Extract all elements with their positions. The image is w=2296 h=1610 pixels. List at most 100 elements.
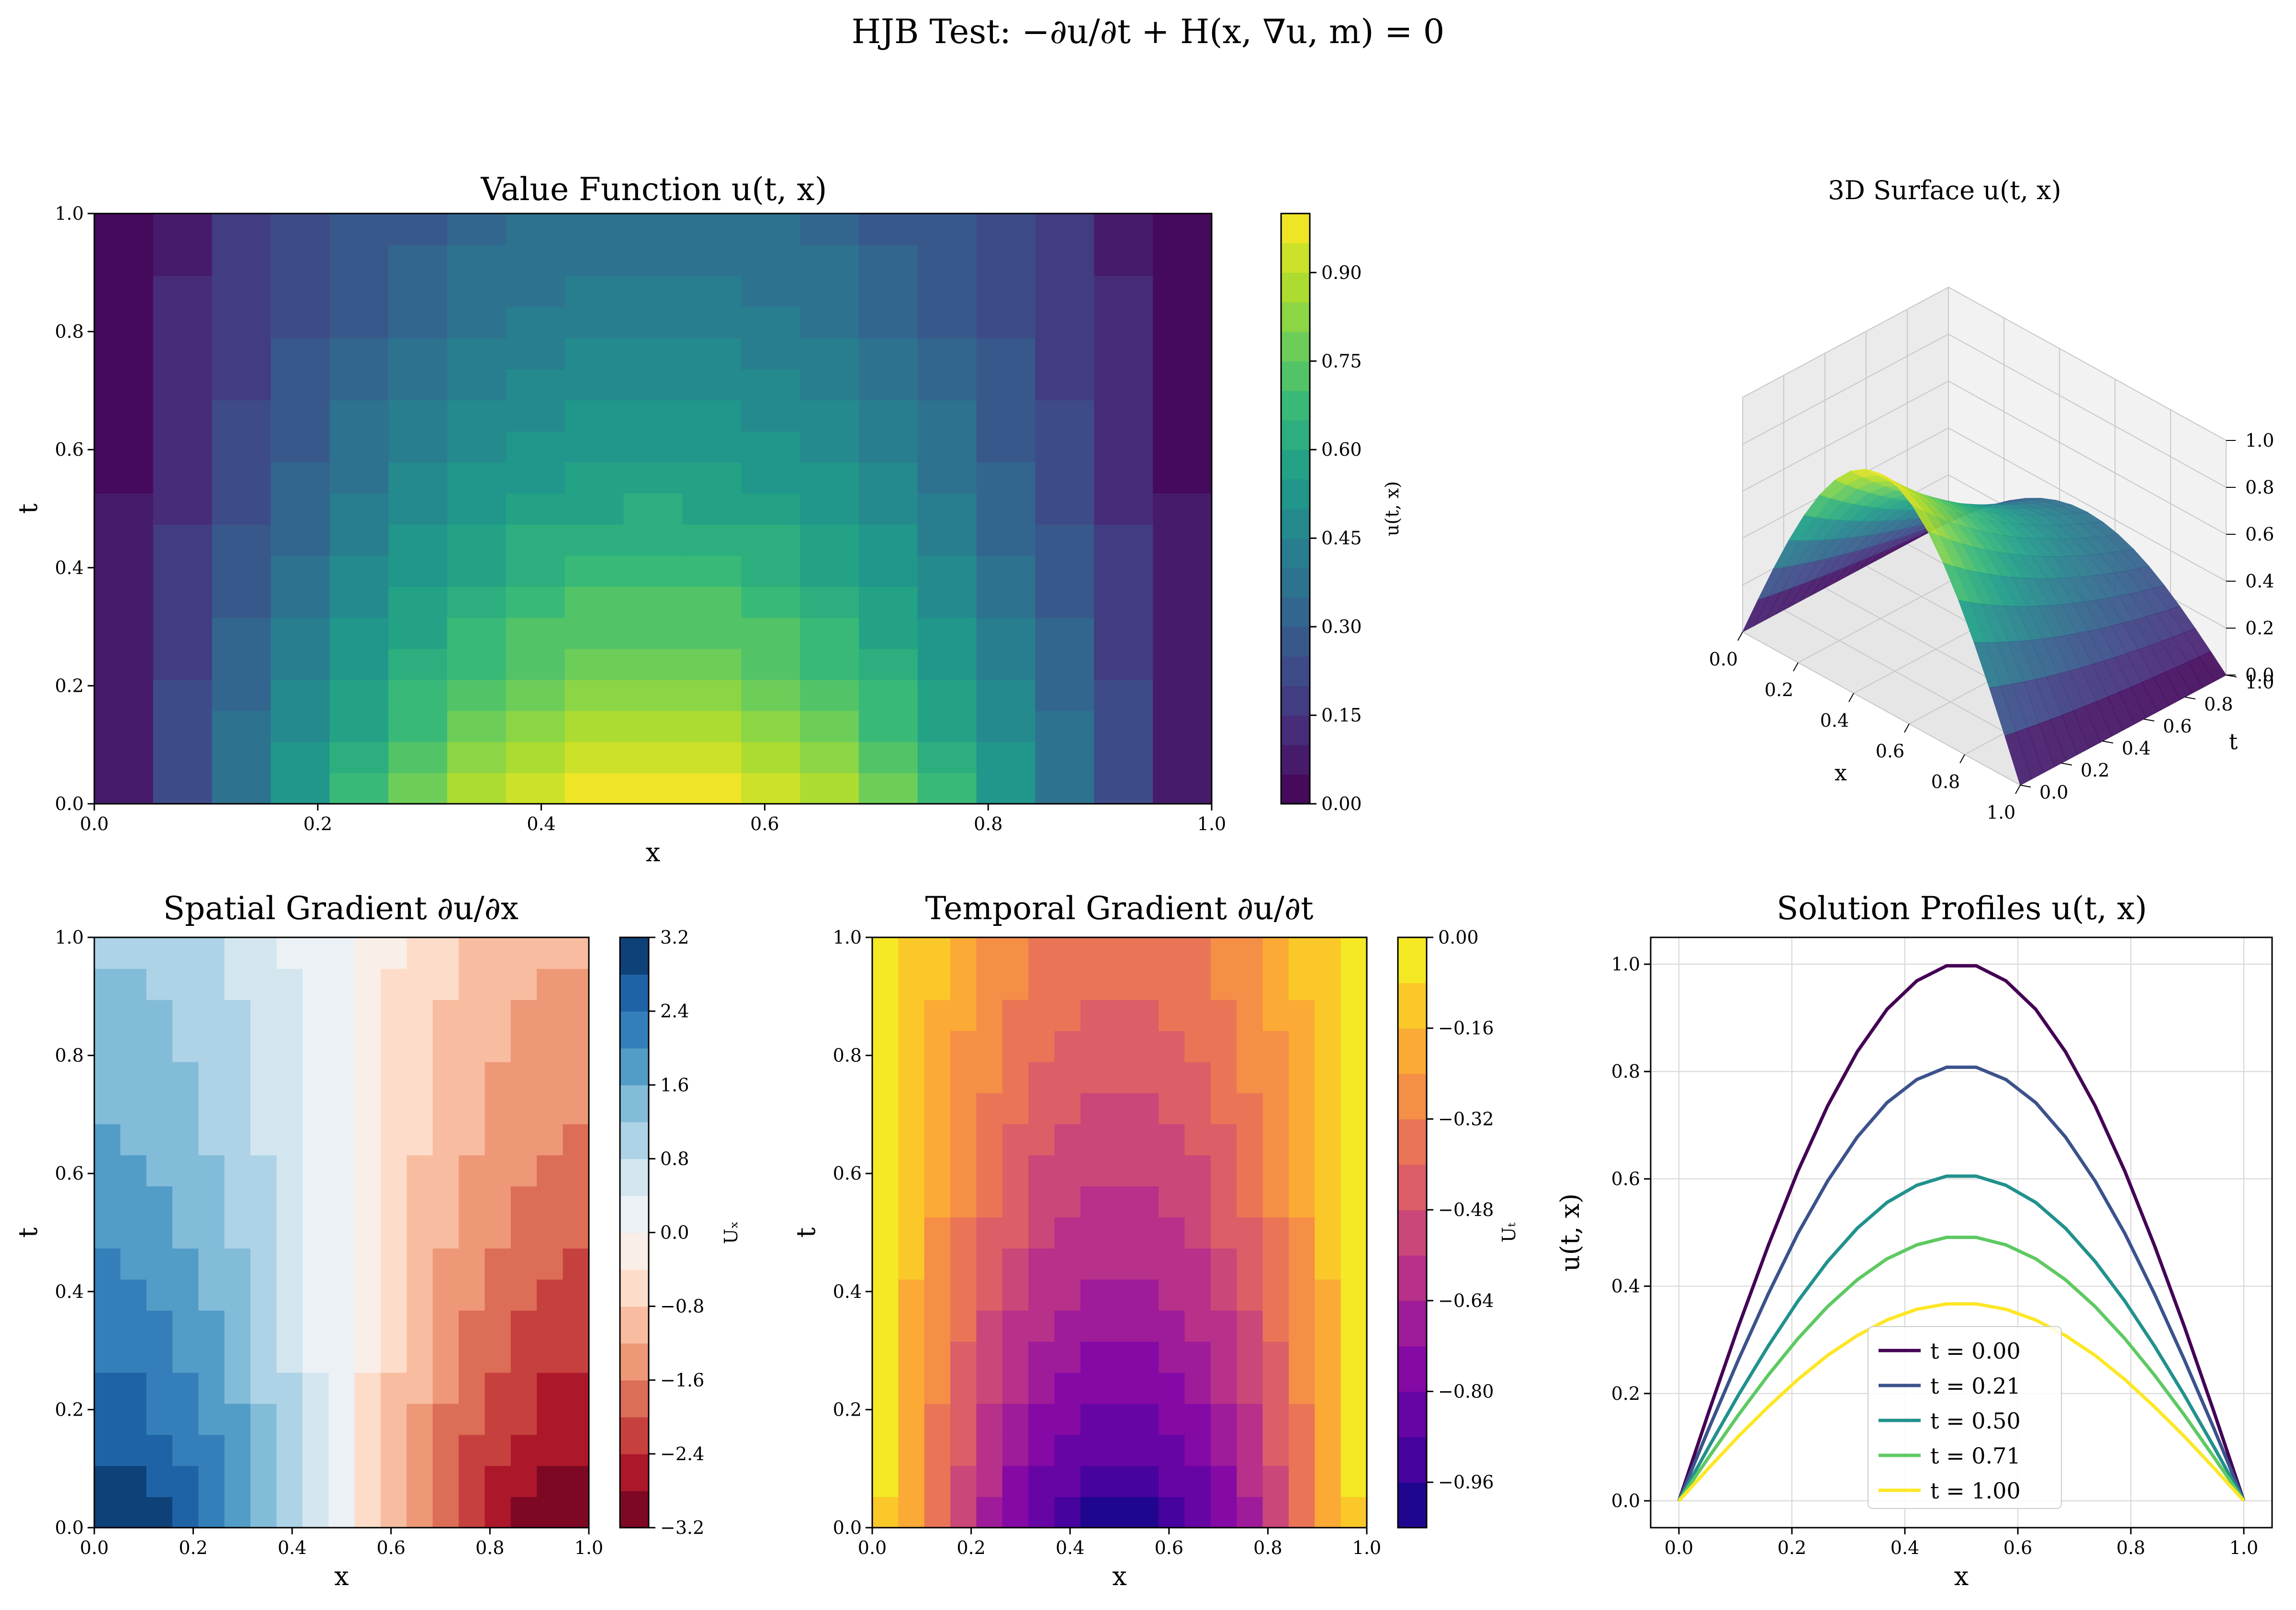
heatmap-cell <box>1237 999 1263 1031</box>
heatmap-cell <box>94 742 154 774</box>
heatmap-cell <box>153 400 213 432</box>
temporal-gradient-title: Temporal Gradient ∂u/∂t <box>925 890 1313 927</box>
heatmap-cell <box>1237 1279 1263 1311</box>
heatmap-cell <box>484 1465 511 1497</box>
heatmap-cell <box>1262 1310 1289 1342</box>
heatmap-cell <box>1288 1497 1316 1528</box>
heatmap-cell <box>276 999 303 1031</box>
colorbar-segment <box>1281 627 1310 657</box>
heatmap-cell <box>354 1372 382 1404</box>
heatmap-cell <box>328 1465 355 1497</box>
heatmap-cell <box>506 648 565 680</box>
z-tick-label: 1.0 <box>2245 430 2274 451</box>
colorbar-segment <box>1398 1346 1427 1392</box>
heatmap-cell <box>328 1279 355 1311</box>
colorbar-segment <box>1398 982 1427 1029</box>
heatmap-cell <box>381 1465 407 1497</box>
heatmap-cell <box>120 1061 147 1093</box>
y-tick-label: 0.6 <box>833 1163 862 1184</box>
heatmap-cell <box>484 1030 511 1062</box>
heatmap-cell <box>1132 1030 1159 1062</box>
heatmap-cell <box>146 1124 173 1156</box>
heatmap-cell <box>328 1061 355 1093</box>
heatmap-cell <box>1094 617 1154 649</box>
heatmap-cell <box>1237 1434 1263 1466</box>
heatmap-cell <box>1340 1186 1367 1218</box>
heatmap-cell <box>198 1061 225 1093</box>
heatmap-cell <box>120 1465 147 1497</box>
heatmap-cell <box>1159 1372 1185 1404</box>
heatmap-cell <box>276 1403 303 1435</box>
heatmap-cell <box>388 742 448 774</box>
heatmap-cell <box>250 968 277 1000</box>
heatmap-cell <box>432 1497 460 1528</box>
heatmap-cell <box>270 400 330 432</box>
heatmap-cell <box>1080 968 1107 1000</box>
heatmap-cell <box>623 555 683 587</box>
heatmap-cell <box>276 1217 303 1249</box>
heatmap-cell <box>447 617 506 649</box>
heatmap-cell <box>270 275 330 307</box>
heatmap-cell <box>564 275 624 307</box>
value-function-panel: Value Function u(t, x) 0.0 0.2 0.4 0.6 0.8 1.… <box>13 171 1403 867</box>
heatmap-cell <box>976 968 1003 1000</box>
heatmap-cell <box>1035 524 1095 556</box>
heatmap-cell <box>146 1030 173 1062</box>
heatmap-cell <box>1153 586 1212 618</box>
heatmap-cell <box>328 1092 355 1125</box>
heatmap-cell <box>484 1092 511 1125</box>
heatmap-cell <box>388 275 448 307</box>
heatmap-cell <box>741 214 801 245</box>
heatmap-cell <box>94 1061 121 1093</box>
heatmap-cell <box>682 369 742 401</box>
heatmap-cell <box>1153 679 1212 711</box>
heatmap-cell <box>1106 968 1133 1000</box>
colorbar-segment <box>620 937 649 975</box>
heatmap-cell <box>510 999 538 1031</box>
heatmap-cell <box>354 1124 382 1156</box>
heatmap-cell <box>537 1434 563 1466</box>
heatmap-cell <box>447 586 506 618</box>
heatmap-cell <box>1340 1061 1367 1093</box>
heatmap-cell <box>1237 1217 1263 1249</box>
legend: t = 0.00 t = 0.21 t = 0.50 t = 0.71 t = 1.00 <box>1868 1326 2062 1509</box>
colorbar-segment <box>620 974 649 1012</box>
heatmap-cell <box>682 773 742 804</box>
heatmap-cell <box>198 1217 225 1249</box>
heatmap-cell <box>950 1186 977 1218</box>
heatmap-cell <box>94 1186 121 1218</box>
z-tick-label: 0.8 <box>2245 477 2274 498</box>
heatmap-cell <box>250 1248 277 1280</box>
heatmap-cell <box>1028 1279 1055 1311</box>
heatmap-cell <box>1002 1061 1029 1093</box>
heatmap-cell <box>917 275 977 307</box>
heatmap-cell <box>1340 999 1367 1031</box>
heatmap-cell <box>623 679 683 711</box>
heatmap-cell <box>1132 1092 1159 1125</box>
colorbar-tick-label: −0.80 <box>1438 1381 1494 1402</box>
heatmap-cell <box>1094 555 1154 587</box>
colorbar-segment <box>1398 1210 1427 1256</box>
heatmap-cell <box>406 1372 433 1404</box>
heatmap-cell <box>1315 1341 1341 1373</box>
heatmap-cell <box>302 1403 329 1435</box>
heatmap-cell <box>381 1030 407 1062</box>
heatmap-cell <box>153 773 213 804</box>
colorbar-tick-label: −3.2 <box>660 1517 704 1538</box>
heatmap-cell <box>1262 1217 1289 1249</box>
heatmap-cell <box>224 1248 251 1280</box>
colorbar-tick-label: −0.64 <box>1438 1290 1494 1311</box>
heatmap-cell <box>270 524 330 556</box>
x-tick-label: 0.0 <box>80 813 109 834</box>
heatmap-cell <box>1237 1310 1263 1342</box>
heatmap-cell <box>564 555 624 587</box>
heatmap-cell <box>1262 1124 1289 1156</box>
heatmap-cell <box>976 999 1003 1031</box>
heatmap-cell <box>329 773 389 804</box>
heatmap-cell <box>872 1341 899 1373</box>
legend-entry: t = 0.21 <box>1930 1373 2021 1399</box>
heatmap-cell <box>1035 369 1095 401</box>
heatmap-cell <box>1094 369 1154 401</box>
heatmap-cell <box>432 1186 460 1218</box>
heatmap-cell <box>1210 1124 1238 1156</box>
